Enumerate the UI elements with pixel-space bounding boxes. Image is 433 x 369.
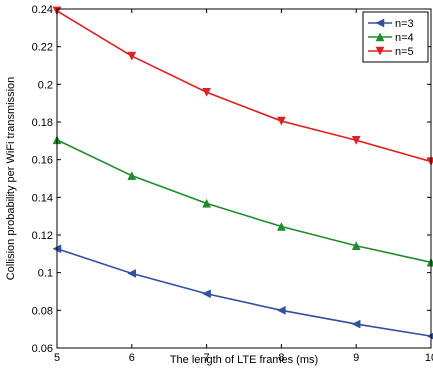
x-tick-label: 6	[129, 352, 135, 364]
y-tick-label: 0.06	[32, 343, 53, 355]
y-tick-label: 0.18	[32, 117, 53, 129]
legend-label: n=5	[395, 46, 414, 58]
y-tick-label: 0.14	[32, 192, 53, 204]
data-point-marker	[128, 52, 136, 60]
y-tick-label: 0.12	[32, 230, 53, 242]
data-point-marker	[203, 290, 211, 298]
data-point-marker	[427, 158, 433, 166]
x-axis-label: The length of LTE frames (ms)	[170, 354, 318, 366]
y-tick-label: 0.16	[32, 155, 53, 167]
x-tick-label: 10	[425, 352, 433, 364]
data-point-marker	[203, 88, 211, 96]
y-tick-label: 0.1	[38, 268, 53, 280]
data-point-marker	[128, 269, 136, 277]
y-tick-label: 0.08	[32, 305, 53, 317]
y-tick-label: 0.2	[38, 79, 53, 91]
legend-label: n=3	[395, 18, 414, 30]
series-line	[57, 140, 431, 262]
y-axis-label: Collision probability per WiFi transmiss…	[5, 77, 17, 281]
y-tick-label: 0.24	[32, 4, 53, 16]
legend: n=3 n=4 n=5	[363, 12, 428, 62]
x-tick-label: 5	[54, 352, 60, 364]
data-point-marker	[203, 199, 211, 207]
series-n3	[53, 245, 433, 340]
data-point-marker	[427, 332, 433, 340]
data-point-marker	[128, 172, 136, 180]
x-tick-label: 9	[353, 352, 359, 364]
y-tick-labels: 0.06 0.08 0.1 0.12 0.14 0.16 0.18 0.2 0.22 0.24	[32, 4, 53, 355]
legend-label: n=4	[395, 32, 414, 44]
data-point-marker	[352, 320, 360, 328]
y-tick-label: 0.22	[32, 42, 53, 54]
series-line	[57, 249, 431, 336]
series-n4	[53, 136, 433, 266]
data-point-marker	[277, 306, 285, 314]
